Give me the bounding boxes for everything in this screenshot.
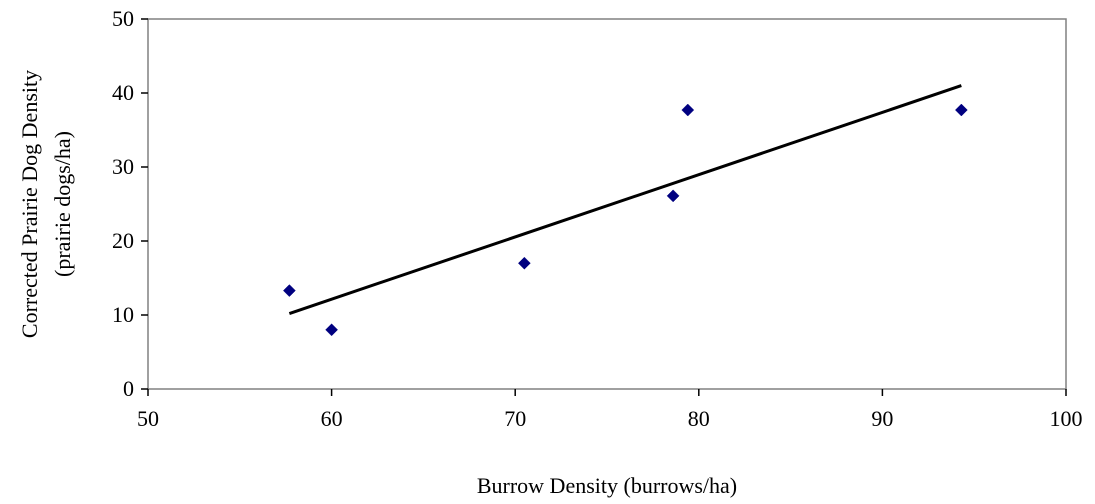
x-axis-title: Burrow Density (burrows/ha) <box>477 473 737 498</box>
y-axis-title-line-1: Corrected Prairie Dog Density <box>17 70 42 338</box>
data-point <box>518 256 531 270</box>
data-point <box>954 103 968 117</box>
y-tick-label: 10 <box>112 302 134 327</box>
x-tick-label: 90 <box>871 406 893 431</box>
x-tick-label: 60 <box>321 406 343 431</box>
x-tick-label: 80 <box>688 406 710 431</box>
y-axis-title-line-2: (prairie dogs/ha) <box>50 131 75 277</box>
trend-line <box>288 84 962 315</box>
y-tick-label: 20 <box>112 228 134 253</box>
data-point <box>666 189 680 203</box>
x-tick-label: 100 <box>1050 406 1083 431</box>
x-axis-ticks: 50 60 70 80 90 100 <box>137 389 1083 431</box>
data-point <box>325 323 338 337</box>
data-point <box>681 103 695 117</box>
plot-frame <box>147 18 1067 390</box>
y-axis-ticks: 0 10 20 30 40 50 <box>112 6 148 401</box>
y-tick-label: 30 <box>112 154 134 179</box>
x-tick-label: 70 <box>504 406 526 431</box>
data-point <box>283 284 296 297</box>
data-points <box>283 103 968 337</box>
y-tick-label: 50 <box>112 6 134 31</box>
y-tick-label: 40 <box>112 80 134 105</box>
y-tick-label: 0 <box>123 376 134 401</box>
x-tick-label: 50 <box>137 406 159 431</box>
